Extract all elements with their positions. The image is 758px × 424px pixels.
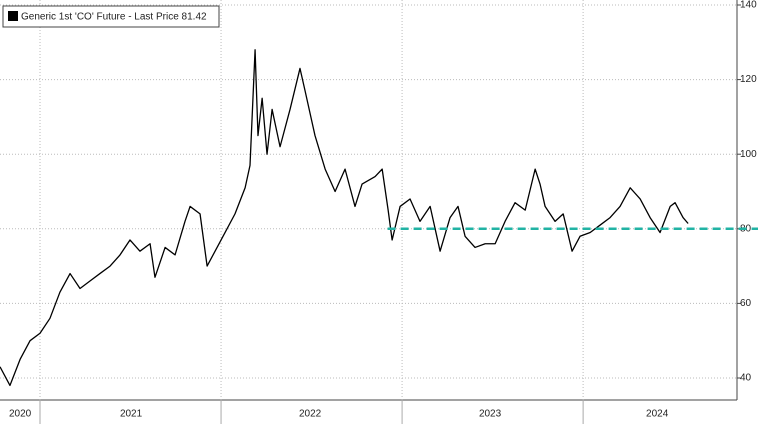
y-tick-label: 120 xyxy=(740,74,757,85)
y-tick-label: 100 xyxy=(740,149,757,160)
price-line xyxy=(0,49,689,387)
y-tick-label: 140 xyxy=(740,0,757,11)
x-tick-label: 2022 xyxy=(299,409,322,420)
x-tick-label: 2024 xyxy=(646,409,669,420)
x-tick-label: 2023 xyxy=(479,409,502,420)
y-tick-label: 40 xyxy=(740,373,752,384)
x-tick-label: 2021 xyxy=(120,409,143,420)
y-tick-label: 60 xyxy=(740,298,752,309)
legend-swatch xyxy=(8,11,18,21)
legend-label: Generic 1st 'CO' Future - Last Price 81.… xyxy=(21,12,207,23)
legend-box xyxy=(2,5,220,28)
x-tick-label: 2020 xyxy=(9,409,32,420)
